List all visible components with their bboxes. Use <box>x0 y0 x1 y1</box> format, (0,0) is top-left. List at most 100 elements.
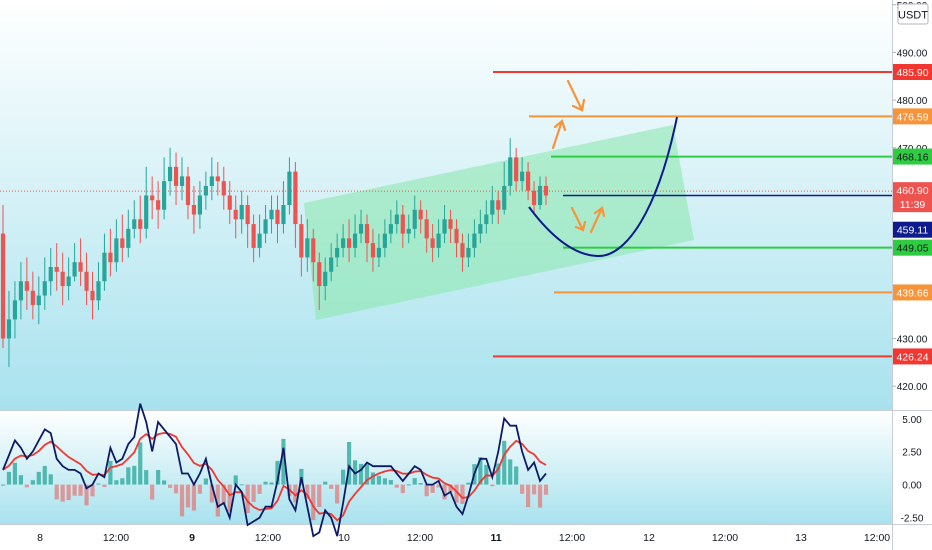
osc-histogram-bar <box>78 484 83 496</box>
candle-body <box>418 209 423 220</box>
arrow-down-icon <box>570 206 587 232</box>
osc-tick-label: 2.50 <box>902 448 922 459</box>
candle-body <box>126 228 131 248</box>
level-price-tag <box>893 148 932 165</box>
candle-body <box>221 181 226 196</box>
level-price-tag-text: 476.59 <box>896 111 928 123</box>
candle-body <box>263 219 268 234</box>
time-tick-label: 12:00 <box>712 532 738 544</box>
osc-histogram-bar <box>245 484 250 514</box>
last-price-text: 460.90 <box>896 185 928 197</box>
last-price-tag <box>893 182 932 213</box>
candle-body <box>281 205 286 225</box>
level-price-tag-text: 485.90 <box>896 67 928 79</box>
candle-body <box>335 247 340 258</box>
candle-body <box>520 171 525 182</box>
osc-histogram-bar <box>60 484 65 502</box>
osc-histogram-bar <box>48 474 53 485</box>
osc-histogram-bar <box>90 484 95 497</box>
osc-histogram-bar <box>42 465 47 485</box>
osc-histogram-bar <box>120 478 125 485</box>
candle-body <box>412 209 417 229</box>
time-tick-label: 12:00 <box>559 532 585 544</box>
osc-histogram-bar <box>227 484 232 512</box>
osc-histogram-bar <box>293 484 298 503</box>
osc-histogram-bar <box>346 442 352 485</box>
time-tick-label: 12:00 <box>103 532 129 544</box>
osc-histogram-bar <box>269 482 274 485</box>
candle-body <box>144 195 149 229</box>
osc-histogram-bar <box>102 484 107 488</box>
candle-body <box>18 281 23 301</box>
candle-body <box>6 319 12 339</box>
time-tick-label: 11 <box>490 532 501 544</box>
candle-body <box>114 238 119 263</box>
osc-histogram-bar <box>311 484 316 521</box>
osc-histogram-bar <box>406 484 411 486</box>
osc-histogram-bar <box>526 484 531 508</box>
osc-histogram-bar <box>370 472 376 485</box>
candle-body <box>162 181 167 210</box>
candle-body <box>30 290 35 306</box>
candle-body <box>478 224 483 234</box>
osc-histogram-bar <box>0 484 6 486</box>
candle-body <box>215 176 220 182</box>
osc-histogram-bar <box>537 484 543 508</box>
osc-histogram-bar <box>424 484 429 497</box>
candle-body <box>460 243 465 258</box>
osc-histogram-bar <box>335 484 340 504</box>
candle-body <box>179 176 185 186</box>
time-tick-label: 10 <box>338 532 350 544</box>
candle-body <box>0 233 6 339</box>
price-tick-label: 490.00 <box>897 48 928 59</box>
candle-body <box>138 219 143 229</box>
osc-histogram-bar <box>209 484 214 503</box>
level-price-tag <box>893 284 932 301</box>
candle-body <box>442 219 447 234</box>
osc-histogram-bar <box>329 484 334 489</box>
annotations <box>528 79 892 258</box>
candle-body <box>239 205 244 220</box>
osc-histogram-bar <box>173 484 179 494</box>
osc-histogram-bar <box>400 484 405 494</box>
time-tick-label: 12:00 <box>407 532 433 544</box>
price-axis-background <box>892 0 932 550</box>
osc-histogram-bar <box>162 480 167 485</box>
candle-body <box>24 281 29 291</box>
candle-body <box>323 271 328 287</box>
osc-histogram-bar <box>30 480 35 485</box>
level-price-tag <box>893 239 932 256</box>
osc-histogram-bar <box>543 484 549 495</box>
osc-histogram-bar <box>412 478 417 485</box>
candle-body <box>329 257 334 272</box>
candle-body <box>341 238 346 248</box>
osc-histogram-bar <box>132 465 137 485</box>
osc-histogram-bar <box>239 484 244 486</box>
osc-histogram-bar <box>382 478 387 485</box>
osc-histogram-bar <box>514 466 519 485</box>
osc-histogram-bar <box>388 480 393 485</box>
candle-body <box>251 224 256 248</box>
osc-histogram-bar <box>490 484 495 487</box>
candle-body <box>108 252 113 263</box>
osc-histogram-bar <box>108 460 113 485</box>
candle-body <box>150 195 155 201</box>
osc-histogram-bar <box>460 484 465 504</box>
candle-body <box>233 209 238 220</box>
candle-body <box>358 224 364 234</box>
candles <box>0 138 892 368</box>
candle-body <box>36 295 41 306</box>
candle-body <box>436 233 441 248</box>
candle-body <box>156 200 161 210</box>
osc-histogram-bar <box>138 442 143 485</box>
osc-histogram-bar <box>72 484 77 496</box>
price-channel <box>304 125 694 320</box>
osc-histogram-bar <box>12 462 18 485</box>
candle-body <box>12 300 18 320</box>
candle-body <box>388 224 393 234</box>
osc-histogram-bar <box>54 484 59 500</box>
candle-body <box>496 200 501 210</box>
currency-badge[interactable]: USDT <box>897 3 929 25</box>
